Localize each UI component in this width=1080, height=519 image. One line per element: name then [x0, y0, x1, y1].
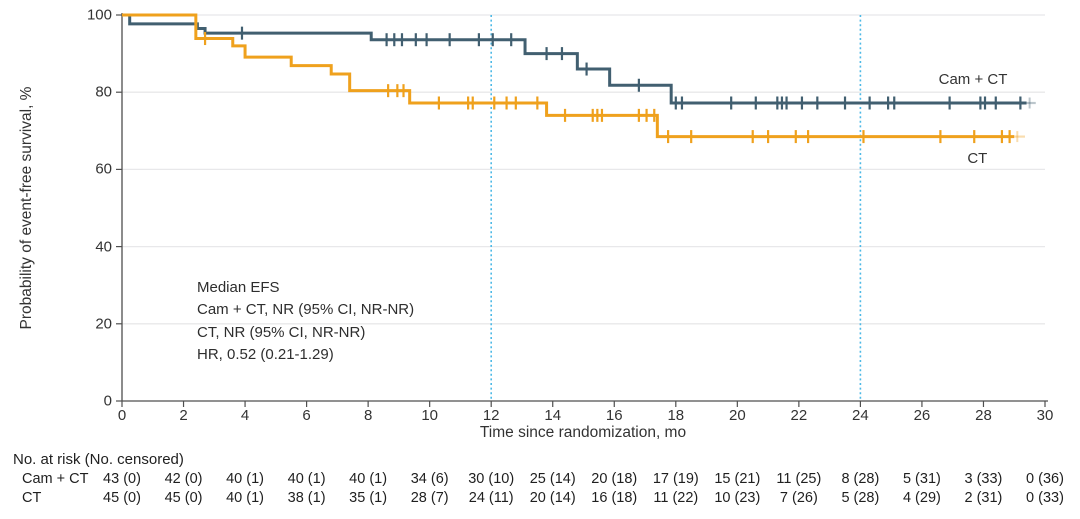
- y-tick-label: 100: [86, 6, 112, 24]
- x-tick-label: 2: [179, 407, 188, 424]
- risk-table-cell: 38 (1): [287, 490, 326, 506]
- risk-table-cell: 3 (33): [964, 471, 1003, 487]
- risk-table-cell: 20 (18): [591, 471, 638, 487]
- x-tick-label: 28: [975, 407, 992, 424]
- risk-table-cell: 11 (22): [653, 490, 699, 506]
- km-curve-camct: [122, 13, 1027, 105]
- x-tick-label: 0: [117, 407, 127, 424]
- y-tick-label: 20: [95, 315, 112, 333]
- risk-table-header: No. at risk (No. censored): [13, 451, 184, 468]
- x-axis-title: Time since randomization, mo: [479, 424, 687, 441]
- risk-table-cell: 4 (29): [902, 490, 941, 506]
- median-efs-annotation: Median EFS Cam + CT, NR (95% CI, NR-NR) …: [197, 277, 414, 366]
- x-tick-label: 20: [728, 407, 746, 424]
- risk-table-cell: 15 (21): [714, 471, 761, 487]
- risk-row-label-cam-ct: Cam + CT: [22, 471, 89, 487]
- annotation-line-ct: CT, NR (95% CI, NR-NR): [197, 323, 366, 341]
- annotation-line-camct: Cam + CT, NR (95% CI, NR-NR): [197, 301, 415, 319]
- risk-table-cell: 7 (26): [779, 490, 818, 506]
- x-tick-label: 10: [421, 407, 438, 424]
- risk-table-cell: 45 (0): [103, 490, 141, 506]
- risk-table-cell: 40 (1): [287, 471, 326, 487]
- y-tick-label: 80: [95, 83, 112, 101]
- risk-table-cell: 5 (31): [902, 471, 941, 487]
- risk-table-cell: 28 (7): [410, 490, 449, 506]
- risk-table-cell: 30 (10): [468, 471, 515, 487]
- risk-table-cell: 11 (25): [776, 471, 822, 487]
- risk-table-cell: 25 (14): [529, 471, 576, 487]
- x-tick-label: 26: [913, 407, 931, 424]
- annotation-line-median-efs: Median EFS: [197, 279, 280, 296]
- annotation-line-hr: HR, 0.52 (0.21-1.29): [197, 345, 334, 363]
- risk-table-cell: 8 (28): [841, 471, 880, 487]
- risk-table-cell: 40 (1): [226, 471, 264, 487]
- x-tick-label: 14: [544, 407, 562, 424]
- series-label-cam-ct: Cam + CT: [938, 70, 1008, 88]
- risk-table-cell: 2 (31): [964, 490, 1003, 506]
- risk-table-cell: 20 (14): [529, 490, 576, 506]
- risk-table-cell: 5 (28): [841, 490, 880, 506]
- y-tick-label: 40: [95, 238, 112, 256]
- risk-table-cell: 40 (1): [349, 471, 388, 487]
- risk-table-cell: 16 (18): [591, 490, 638, 506]
- x-tick-label: 16: [605, 407, 623, 424]
- risk-row-label-ct: CT: [22, 490, 42, 506]
- x-tick-label: 18: [667, 407, 685, 424]
- series-label-ct: CT: [967, 149, 988, 167]
- x-tick-label: 4: [240, 407, 250, 424]
- x-tick-label: 24: [852, 407, 869, 424]
- risk-table-cell: 17 (19): [652, 471, 699, 487]
- risk-table-cell: 35 (1): [349, 490, 388, 506]
- x-tick-label: 12: [482, 407, 500, 424]
- x-tick-label: 8: [363, 407, 373, 424]
- y-axis-title: Probability of event-free survival, %: [18, 86, 35, 330]
- km-curve-ct: [122, 13, 1015, 139]
- x-tick-label: 22: [790, 407, 808, 424]
- risk-table-cell: 24 (11): [468, 490, 514, 506]
- risk-table-cell: 0 (36): [1026, 471, 1064, 487]
- risk-table-cell: 0 (33): [1026, 490, 1064, 506]
- risk-table-cell: 40 (1): [226, 490, 264, 506]
- y-tick-label: 0: [103, 392, 112, 410]
- risk-table-cell: 10 (23): [714, 490, 761, 506]
- risk-table-cell: 43 (0): [103, 471, 141, 487]
- y-tick-label: 60: [95, 160, 112, 178]
- risk-table-cell: 45 (0): [164, 490, 203, 506]
- risk-table-cell: 34 (6): [410, 471, 449, 487]
- risk-table-cell: 42 (0): [164, 471, 203, 487]
- x-tick-label: 6: [302, 407, 311, 424]
- x-tick-label: 30: [1036, 407, 1054, 424]
